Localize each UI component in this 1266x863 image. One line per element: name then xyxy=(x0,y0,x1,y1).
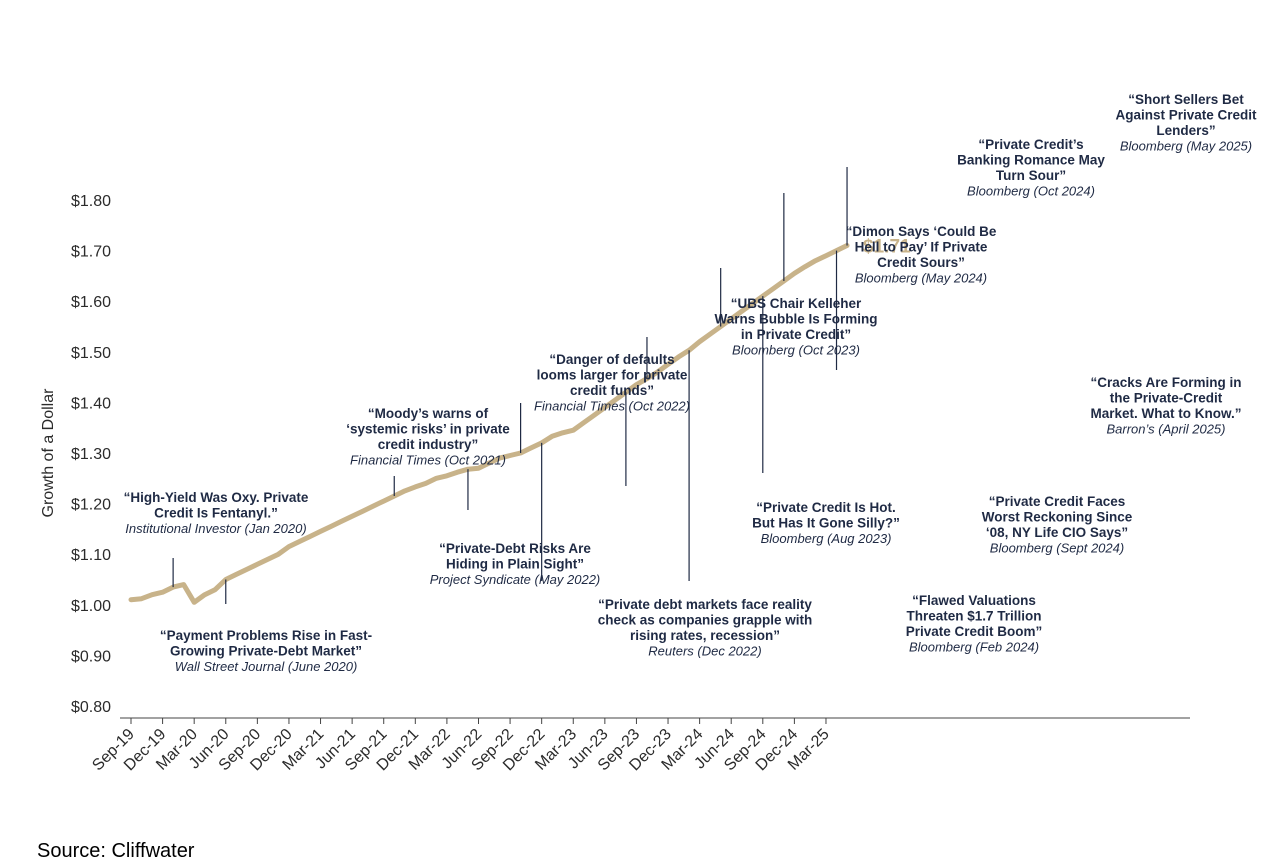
annotation-source: Bloomberg (May 2024) xyxy=(855,271,987,286)
y-tick-label: $1.80 xyxy=(71,193,111,210)
annotation-headline: Banking Romance May xyxy=(957,153,1105,168)
annotation-headline: Warns Bubble Is Forming xyxy=(714,312,877,327)
annotation-headline: Market. What to Know.” xyxy=(1091,406,1242,421)
annotation-headline: “Flawed Valuations xyxy=(912,593,1036,608)
annotation-headline: ‘08, NY Life CIO Says” xyxy=(986,525,1128,540)
annotation-headline: Threaten $1.7 Trillion xyxy=(906,609,1041,624)
annotation-headline: Credit Sours” xyxy=(877,255,965,270)
y-axis-label: Growth of a Dollar xyxy=(40,388,57,518)
annotation-headline: “Private Credit’s xyxy=(978,137,1083,152)
y-tick-label: $1.20 xyxy=(71,497,111,514)
annotation-headline: Worst Reckoning Since xyxy=(982,510,1133,525)
y-tick-label: $1.10 xyxy=(71,547,111,564)
growth-of-a-dollar-chart: $0.80 $0.90 $1.00 $1.10 $1.20 $1.30 $1.40 $1.50… xyxy=(40,92,1257,774)
annotation-headline: “Payment Problems Rise in Fast- xyxy=(160,628,372,643)
annotation-source: Bloomberg (Sept 2024) xyxy=(990,541,1124,556)
annotation-source: Bloomberg (Oct 2023) xyxy=(732,343,860,358)
y-tick-label: $1.50 xyxy=(71,345,111,362)
annotation-source: Project Syndicate (May 2022) xyxy=(430,572,601,587)
annotation-headline: ‘systemic risks’ in private xyxy=(346,422,510,437)
y-tick-label: $0.80 xyxy=(71,699,111,716)
annotation-headline: Private Credit Boom” xyxy=(906,624,1043,639)
annotation-source: Institutional Investor (Jan 2020) xyxy=(125,521,306,536)
annotation-source: Wall Street Journal (June 2020) xyxy=(175,659,358,674)
annotation-headline: “UBS Chair Kelleher xyxy=(731,296,862,311)
annotation-headline: “Dimon Says ‘Could Be xyxy=(846,224,997,239)
y-tick-label: $1.00 xyxy=(71,598,111,615)
annotation-headline: Hell to Pay’ If Private xyxy=(855,240,988,255)
annotation-headline: Credit Is Fentanyl.” xyxy=(154,506,278,521)
annotation-headline: “Cracks Are Forming in xyxy=(1090,375,1241,390)
annotation-headline: in Private Credit” xyxy=(741,327,851,342)
y-tick-label: $1.60 xyxy=(71,294,111,311)
annotation-headline: “Moody’s warns of xyxy=(368,406,489,421)
annotation-headline: Lenders” xyxy=(1156,123,1215,138)
annotation-callout: “Moody’s warns of‘systemic risks’ in pri… xyxy=(346,406,510,497)
annotation-headline: “Private debt markets face reality xyxy=(598,597,812,612)
annotation-source: Bloomberg (May 2025) xyxy=(1120,139,1252,154)
annotation-headline: But Has It Gone Silly?” xyxy=(752,516,900,531)
annotation-headline: check as companies grapple with xyxy=(598,613,813,628)
annotation-callout: “Private Credit Is Hot.But Has It Gone S… xyxy=(625,392,900,546)
source-note: Source: Cliffwater xyxy=(37,840,195,862)
annotation-source: Financial Times (Oct 2021) xyxy=(350,453,506,468)
annotation-headline: Turn Sour” xyxy=(996,168,1066,183)
annotation-headline: “Private Credit Faces xyxy=(989,494,1126,509)
series-line xyxy=(128,243,850,605)
annotation-source: Financial Times (Oct 2022) xyxy=(534,399,690,414)
annotation-source: Bloomberg (Feb 2024) xyxy=(909,640,1039,655)
y-tick-label: $1.40 xyxy=(71,395,111,412)
annotation-headline: the Private-Credit xyxy=(1110,391,1223,406)
annotation-headline: “Danger of defaults xyxy=(549,352,674,367)
annotation-callout: “Payment Problems Rise in Fast-Growing P… xyxy=(160,579,372,674)
annotation-headline: “Private-Debt Risks Are xyxy=(439,541,591,556)
series-line-layer: $1.71 xyxy=(128,237,911,605)
annotation-callout: “Private debt markets face realitycheck … xyxy=(541,442,813,659)
annotation-headline: rising rates, recession” xyxy=(630,628,780,643)
axes: $0.80 $0.90 $1.00 $1.10 $1.20 $1.30 $1.40 $1.50… xyxy=(40,193,1190,774)
annotation-source: Bloomberg (Oct 2024) xyxy=(967,184,1095,199)
y-tick-label: $1.70 xyxy=(71,244,111,261)
annotation-source: Barron’s (April 2025) xyxy=(1107,422,1226,437)
annotation-headline: Hiding in Plain Sight” xyxy=(446,557,584,572)
annotation-headline: Growing Private-Debt Market” xyxy=(170,644,362,659)
annotation-headline: “Short Sellers Bet xyxy=(1128,92,1244,107)
annotation-source: Bloomberg (Aug 2023) xyxy=(761,531,892,546)
annotation-headline: credit funds” xyxy=(570,383,654,398)
end-value-label: $1.71 xyxy=(863,237,911,258)
annotation-headline: “High-Yield Was Oxy. Private xyxy=(124,490,309,505)
y-tick-label: $1.30 xyxy=(71,446,111,463)
annotation-headline: credit industry” xyxy=(378,437,479,452)
annotation-source: Reuters (Dec 2022) xyxy=(648,644,761,659)
annotation-headline: “Private Credit Is Hot. xyxy=(756,500,896,515)
annotation-headline: Against Private Credit xyxy=(1115,108,1257,123)
annotation-headline: looms larger for private xyxy=(537,368,688,383)
y-tick-label: $0.90 xyxy=(71,648,111,665)
